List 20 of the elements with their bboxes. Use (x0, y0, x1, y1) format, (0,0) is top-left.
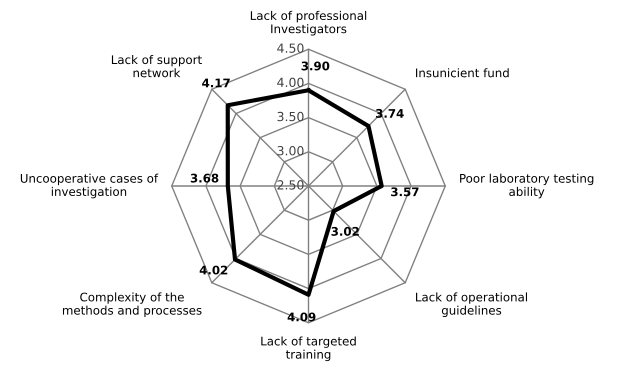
data-label: 3.68 (190, 174, 218, 183)
data-label: 4.09 (288, 312, 316, 322)
spoke-label: Poor laboratory testing ability (460, 174, 594, 198)
data-label: 3.02 (331, 226, 359, 236)
data-label: 3.90 (302, 62, 330, 70)
spoke-label: Insunicient fund (416, 68, 509, 78)
spoke-label: Complexity of the methods and processes (62, 292, 202, 318)
data-label: 3.74 (376, 108, 404, 118)
data-label: 4.17 (202, 78, 230, 88)
spoke-label: Lack of support network (112, 54, 202, 78)
y-tick-label: 3.50 (278, 112, 304, 122)
y-tick-label: 4.50 (277, 43, 304, 53)
y-tick-label: 3.00 (278, 146, 304, 156)
spoke-label: Lack of operational guidelines (416, 292, 527, 318)
data-label: 3.57 (391, 187, 419, 196)
spoke-label: Uncooperative cases of investigation (20, 174, 158, 198)
data-label: 4.02 (200, 266, 228, 275)
spoke-label: Lack of professional Investigators (250, 10, 366, 36)
spoke-label: Lack of targeted training (261, 336, 356, 362)
y-tick-label: 4.00 (277, 78, 304, 88)
